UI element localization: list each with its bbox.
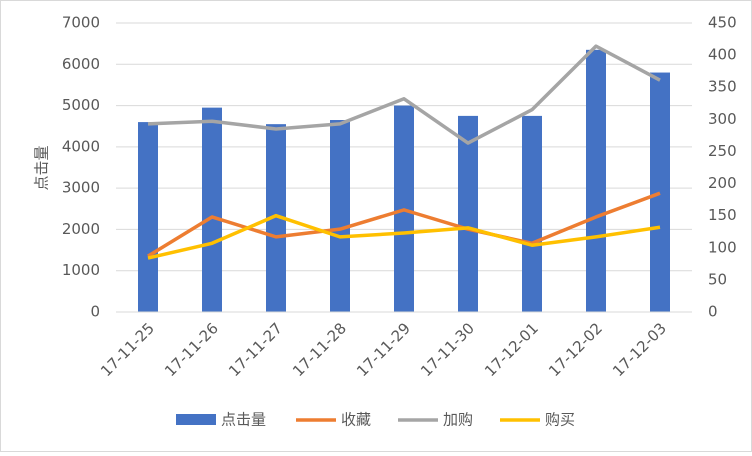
y-tick-label: 7000	[62, 14, 100, 32]
y-tick-label: 4000	[62, 137, 100, 155]
y2-tick-label: 350	[708, 78, 737, 96]
legend-label: 加购	[443, 411, 473, 429]
bar	[202, 107, 222, 312]
y2-tick-label: 100	[708, 238, 737, 256]
line	[147, 213, 661, 260]
legend-label: 收藏	[341, 411, 371, 429]
y-tick-label: 0	[90, 303, 100, 321]
legend-label: 购买	[545, 411, 575, 429]
y-tick-label: 3000	[62, 179, 100, 197]
y-tick-label: 2000	[62, 220, 100, 238]
legend-swatch	[176, 414, 216, 425]
y2-tick-label: 400	[708, 46, 737, 64]
y2-tick-label: 150	[708, 206, 737, 224]
bar	[586, 49, 606, 312]
y2-tick-label: 50	[708, 270, 727, 288]
bar	[266, 124, 286, 313]
line	[147, 191, 661, 258]
y2-tick-label: 250	[708, 142, 737, 160]
y-axis-title: 点击量	[33, 145, 51, 190]
legend-label: 点击量	[221, 411, 266, 429]
y-tick-label: 1000	[62, 261, 100, 279]
bar	[330, 120, 350, 313]
y-tick-label: 6000	[62, 55, 100, 73]
bar	[522, 115, 542, 313]
y2-tick-label: 450	[708, 14, 737, 32]
y-tick-label: 5000	[62, 96, 100, 114]
bar	[138, 122, 158, 312]
line	[147, 44, 661, 145]
y2-tick-label: 0	[708, 303, 718, 321]
y2-tick-label: 200	[708, 174, 737, 192]
y2-tick-label: 300	[708, 110, 737, 128]
bar	[650, 72, 670, 313]
bar	[458, 115, 478, 313]
